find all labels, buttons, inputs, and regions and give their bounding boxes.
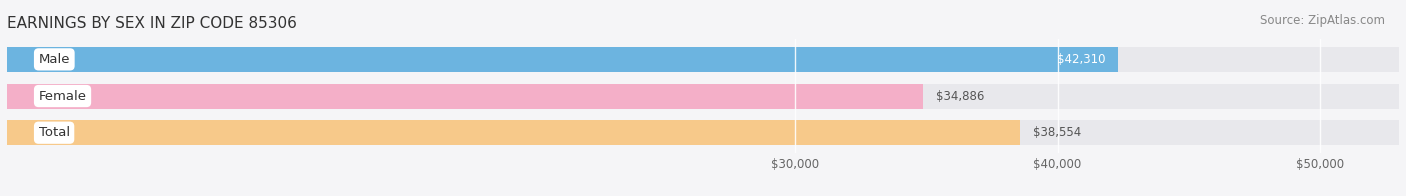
Text: Female: Female xyxy=(38,90,87,103)
Text: Total: Total xyxy=(38,126,70,139)
Text: Male: Male xyxy=(38,53,70,66)
Bar xyxy=(7,120,1399,145)
Bar xyxy=(7,47,1399,72)
Bar xyxy=(7,120,1019,145)
Text: Source: ZipAtlas.com: Source: ZipAtlas.com xyxy=(1260,14,1385,27)
Text: $42,310: $42,310 xyxy=(1056,53,1105,66)
Text: EARNINGS BY SEX IN ZIP CODE 85306: EARNINGS BY SEX IN ZIP CODE 85306 xyxy=(7,16,297,31)
Bar xyxy=(7,83,1399,109)
Text: $38,554: $38,554 xyxy=(1032,126,1081,139)
Bar xyxy=(7,47,1118,72)
Text: $34,886: $34,886 xyxy=(936,90,984,103)
Bar xyxy=(7,83,924,109)
